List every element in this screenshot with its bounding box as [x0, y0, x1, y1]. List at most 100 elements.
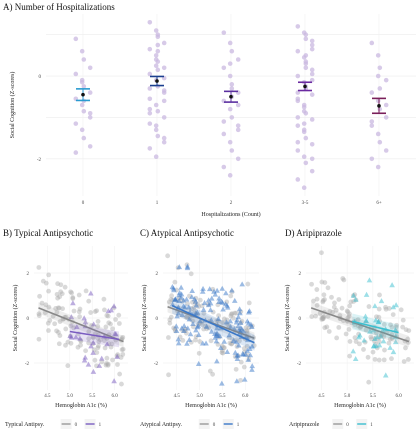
panel-c-point-group1	[244, 347, 251, 353]
panel-c-point-group0	[231, 315, 236, 321]
panel-a-data-point	[309, 67, 315, 73]
panel-c-point-group1	[215, 315, 222, 322]
panel-a-data-point	[235, 127, 241, 133]
panel-d-legend-key-label: 1	[370, 423, 373, 428]
panel-c-point-group1	[189, 287, 196, 293]
panel-b-point-group0	[83, 348, 88, 354]
panel-d-point-group0	[319, 316, 325, 322]
panel-a-data-point	[161, 115, 167, 120]
panel-a-data-point	[235, 156, 241, 162]
panel-c-point-group1	[232, 349, 239, 355]
panel-d-y-axis-label: Social Cognition (Z-scores)	[284, 285, 291, 352]
panel-d-point-group1	[372, 303, 378, 309]
panel-c-point-group1	[186, 316, 193, 322]
panel-a-data-point	[79, 79, 85, 85]
panel-d-x-axis-label: Hemoglobin A1c (%)	[334, 402, 386, 409]
panel-a-data-point	[87, 90, 93, 95]
panel-b-fit-line-group1	[69, 330, 120, 341]
panel-c-point-group1	[212, 291, 219, 297]
panel-b-point-group1	[98, 355, 105, 361]
panel-b-point-group1	[68, 334, 75, 340]
panel-a-data-point	[73, 36, 79, 42]
panel-c-point-group0	[197, 297, 203, 303]
panel-d-point-group0	[325, 285, 331, 291]
panel-c-point-group1	[227, 318, 234, 324]
panel-c-point-group0	[165, 335, 171, 340]
panel-b-point-group0	[76, 309, 82, 315]
panel-c-point-group1	[201, 300, 208, 306]
panel-c-point-group1	[176, 292, 182, 298]
panel-b-point-group0	[108, 321, 113, 327]
panel-a-data-point	[81, 84, 87, 89]
panel-d-point-group0	[368, 334, 374, 340]
panel-a-data-point	[375, 98, 381, 104]
panel-b-point-group1	[112, 330, 118, 336]
panel-d-point-group0	[386, 306, 392, 311]
panel-c-point-group1	[216, 333, 223, 339]
panel-c-point-group1	[219, 285, 226, 291]
panel-c-point-group1	[214, 325, 220, 331]
panel-d-point-group0	[347, 339, 353, 344]
panel-c-point-group1	[216, 295, 222, 301]
panel-c-point-group1	[223, 290, 229, 296]
panel-d-point-group0	[309, 314, 315, 319]
panel-d-y-tick-label: -2	[297, 362, 302, 367]
panel-a-data-point	[369, 119, 375, 124]
panel-a-data-point	[309, 46, 315, 52]
panel-c-point-group1	[192, 298, 199, 304]
panel-c-point-group0	[228, 293, 234, 299]
panel-b-point-group0	[92, 357, 98, 363]
panel-a-x-tick-label: 2	[230, 201, 233, 206]
panel-a-data-point	[309, 156, 315, 162]
panel-c-legend-key-label: 0	[213, 423, 216, 428]
panel-d-point-group1	[362, 313, 369, 319]
panel-c-point-group1	[176, 297, 182, 304]
panel-c-point-group0	[238, 377, 243, 383]
panel-d-point-group0	[325, 313, 331, 319]
panel-c-point-group1	[199, 288, 206, 294]
panel-b-point-group0	[56, 330, 61, 335]
panel-c-point-group1	[208, 328, 215, 334]
panel-c-point-group0	[168, 314, 174, 320]
panel-c-point-group0	[201, 310, 207, 316]
panel-a-data-point	[79, 127, 85, 133]
panel-b-point-group1	[82, 354, 88, 360]
panel-b-point-group0	[63, 342, 68, 348]
panel-b-point-group0	[105, 361, 111, 367]
panel-a-data-point	[235, 102, 241, 108]
panel-d-point-group0	[406, 328, 412, 333]
panel-c-point-group1	[170, 285, 177, 291]
panel-b-point-group0	[99, 359, 105, 365]
panel-a-data-point	[73, 150, 79, 155]
panel-b-point-group1	[82, 319, 89, 325]
panel-a-x-tick-label: 6+	[376, 201, 382, 206]
panel-c-point-group0	[188, 271, 194, 277]
panel-c-point-group0	[244, 330, 250, 336]
panel-c-point-group1	[169, 301, 176, 307]
panel-c-point-group1	[189, 294, 195, 300]
panel-c-y-tick-label: 2	[156, 272, 159, 277]
panel-c-point-group1	[214, 358, 220, 364]
panel-c-point-group0	[246, 325, 252, 331]
panel-c-point-group1	[249, 343, 255, 349]
panel-a-data-point	[303, 59, 309, 64]
panel-b-point-group0	[59, 291, 65, 297]
panel-d-point-group0	[319, 315, 325, 321]
panel-a-data-point	[309, 141, 315, 147]
panel-d-point-group1	[374, 334, 381, 340]
panel-b-point-group0	[113, 317, 118, 322]
panel-c-point-group0	[167, 320, 173, 326]
panel-a-data-point	[153, 127, 159, 133]
panel-a-data-point	[303, 135, 309, 141]
panel-d-point-group0	[403, 327, 409, 333]
panel-a-data-point	[303, 53, 309, 58]
panel-a-data-point	[303, 32, 309, 37]
panel-c-point-group0	[220, 320, 225, 325]
panel-c-point-group1	[227, 323, 234, 329]
panel-c-point-group0	[166, 299, 172, 305]
panel-c-point-group0	[227, 340, 233, 346]
panel-b-point-group0	[40, 278, 46, 284]
panel-d-point-group1	[382, 372, 389, 378]
panel-c-point-group1	[206, 286, 213, 292]
panel-a-data-point	[369, 90, 375, 95]
